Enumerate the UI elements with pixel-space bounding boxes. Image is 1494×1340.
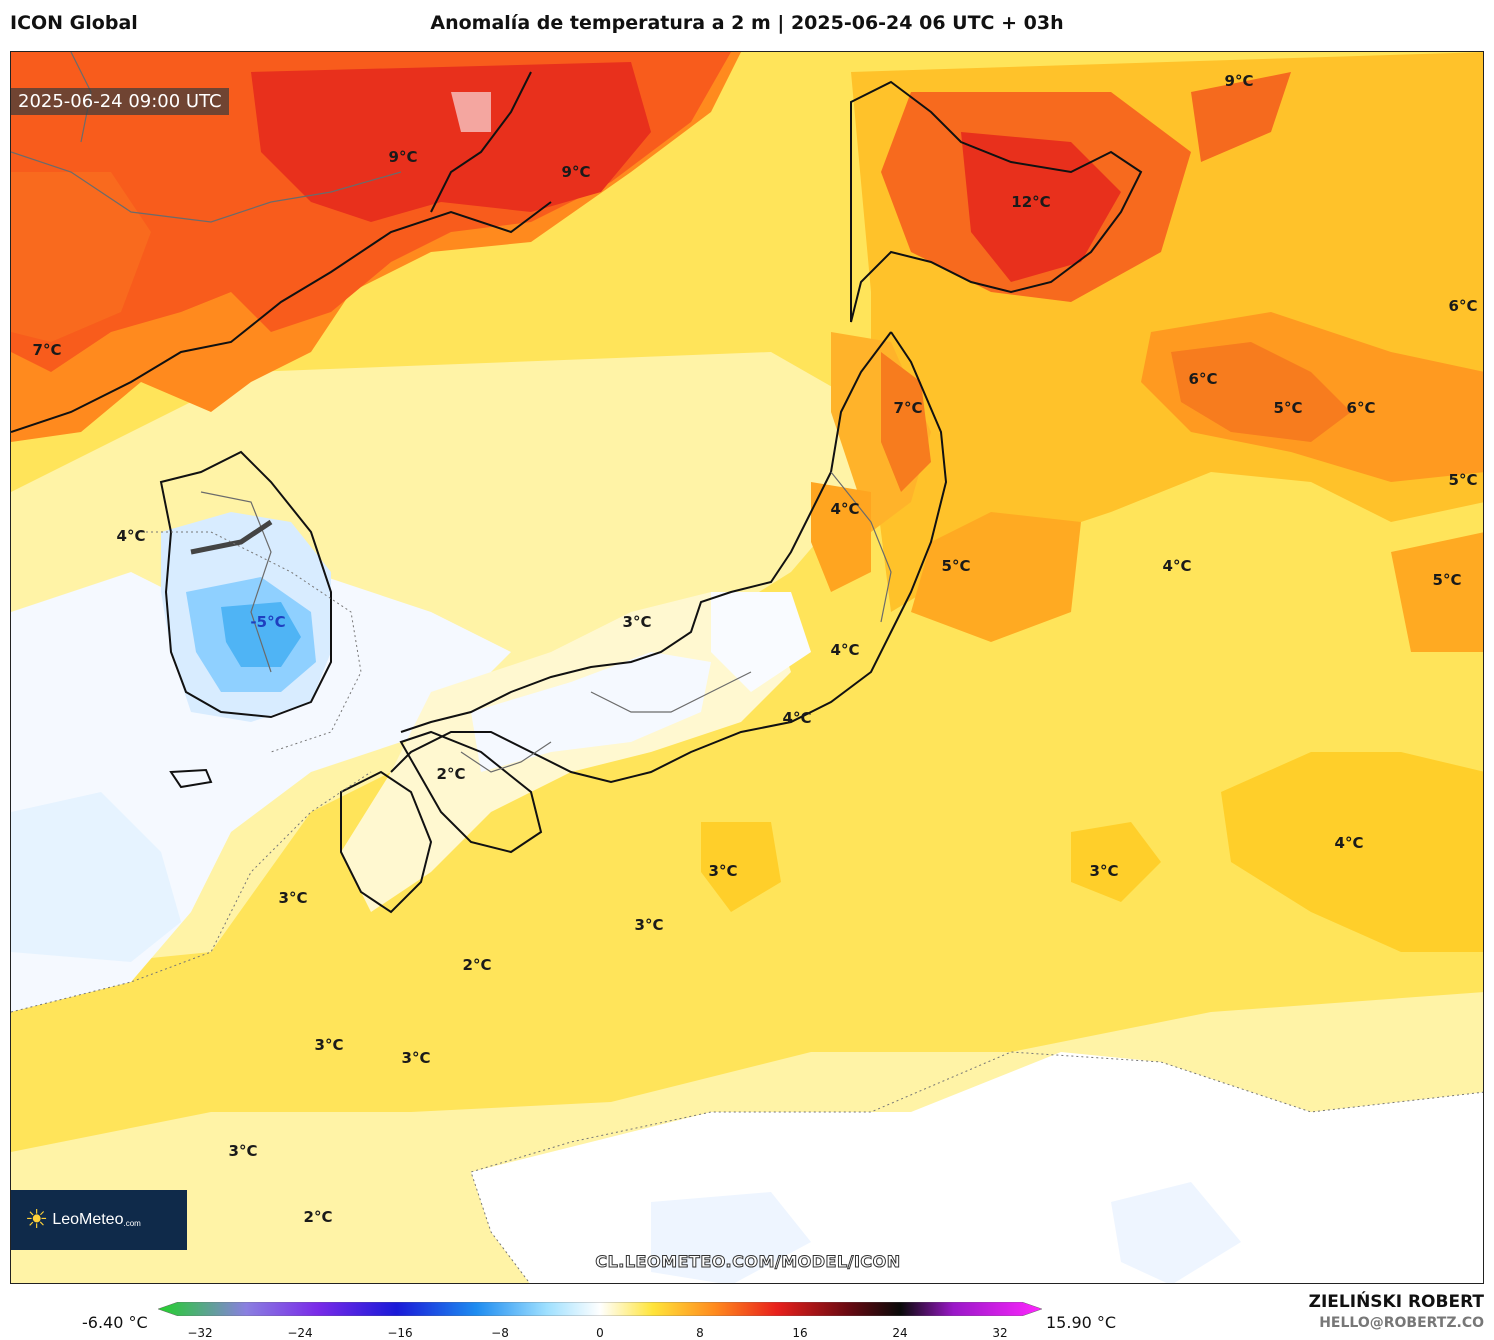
valid-time-badge: 2025-06-24 09:00 UTC	[11, 88, 229, 115]
map-label: 4°C	[782, 709, 812, 727]
sun-icon: ☀	[25, 1205, 49, 1235]
map-label: 5°C	[1273, 399, 1303, 417]
author-email: HELLO@ROBERTZ.CO	[1319, 1315, 1484, 1331]
map-label: 6°C	[1448, 297, 1478, 315]
map-label: 3°C	[314, 1036, 344, 1054]
map-label: 5°C	[1448, 471, 1478, 489]
logo-name: LeoMeteo	[52, 1211, 124, 1228]
map-label: 5°C	[941, 557, 971, 575]
map-label: 4°C	[1162, 557, 1192, 575]
map-label: 3°C	[634, 916, 664, 934]
author-name: ZIELIŃSKI ROBERT	[1308, 1292, 1484, 1312]
map-label: 9°C	[1224, 72, 1254, 90]
map-label: 4°C	[830, 641, 860, 659]
map-label: 3°C	[228, 1142, 258, 1160]
colorbar-min-label: -6.40 °C	[82, 1313, 148, 1332]
map-label: 3°C	[401, 1049, 431, 1067]
map-title: Anomalía de temperatura a 2 m | 2025-06-…	[430, 12, 1064, 34]
map-label: 6°C	[1188, 370, 1218, 388]
map-label: 5°C	[1432, 571, 1462, 589]
map-label: 3°C	[1089, 862, 1119, 880]
colorbar-tick: −24	[287, 1326, 313, 1340]
model-name: ICON Global	[10, 12, 138, 34]
map-label: 3°C	[278, 889, 308, 907]
map-label: 9°C	[561, 163, 591, 181]
colorbar-tick: 8	[696, 1326, 704, 1340]
colorbar-tick: 0	[596, 1326, 604, 1340]
colorbar-tick: −16	[387, 1326, 413, 1340]
map-label: 6°C	[1346, 399, 1376, 417]
colorbar-tick: 24	[892, 1326, 908, 1340]
map-label: 2°C	[462, 956, 492, 974]
leometeo-logo: ☀ LeoMeteo .com	[11, 1190, 187, 1250]
source-url: CL.LEOMETEO.COM/MODEL/ICON	[595, 1252, 901, 1272]
map-label: 3°C	[622, 613, 652, 631]
colorbar-tick: −32	[187, 1326, 213, 1340]
colorbar-tick: −8	[491, 1326, 509, 1340]
colorbar-max-label: 15.90 °C	[1046, 1313, 1117, 1332]
map-label: 3°C	[708, 862, 738, 880]
anomaly-field	[11, 52, 1483, 1283]
colorbar-tick: 16	[792, 1326, 808, 1340]
map-label: 7°C	[32, 341, 62, 359]
map-label: 2°C	[436, 765, 466, 783]
map-label: 9°C	[388, 148, 418, 166]
map-label: 4°C	[830, 500, 860, 518]
map-label: 12°C	[1011, 193, 1051, 211]
map-label: -5°C	[250, 613, 286, 631]
forecast-map: 2025-06-24 09:00 UTC 9°C 9°C 9°C 12°C 7°…	[10, 51, 1484, 1284]
logo-domain: .com	[123, 1218, 141, 1228]
map-label: 4°C	[1334, 834, 1364, 852]
map-label: 2°C	[303, 1208, 333, 1226]
map-label: 4°C	[116, 527, 146, 545]
colorbar	[158, 1302, 1042, 1316]
colorbar-tick: 32	[992, 1326, 1008, 1340]
map-label: 7°C	[893, 399, 923, 417]
